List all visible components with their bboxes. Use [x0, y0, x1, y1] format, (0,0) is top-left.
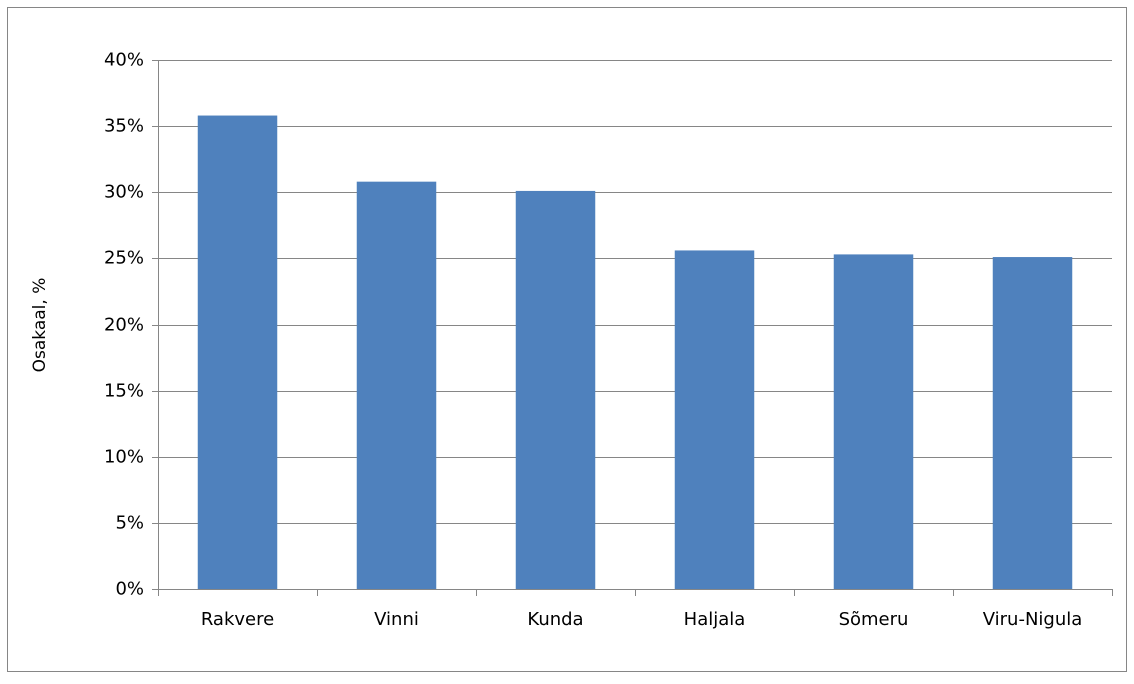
x-tick-label: Kunda: [527, 609, 583, 630]
x-tick-label: Haljala: [684, 609, 746, 630]
x-tick-label: Viru-Nigula: [983, 609, 1083, 630]
y-tick-label: 25%: [104, 248, 144, 269]
y-tick-label: 10%: [104, 447, 144, 468]
x-tick-label: Rakvere: [201, 609, 274, 630]
y-tick-label: 5%: [115, 513, 144, 534]
y-tick-label: 30%: [104, 182, 144, 203]
bar: [515, 190, 596, 590]
bar: [992, 257, 1073, 589]
bar: [833, 254, 914, 589]
y-tick-label: 15%: [104, 381, 144, 402]
x-tick-label: Vinni: [374, 609, 419, 630]
bar: [356, 181, 437, 590]
y-tick-label: 20%: [104, 315, 144, 336]
bar: [197, 115, 278, 590]
y-tick-label: 0%: [115, 579, 144, 600]
y-axis-label: Osakaal, %: [30, 278, 50, 373]
x-tick-label: Sõmeru: [839, 609, 909, 630]
y-tick-label: 35%: [104, 116, 144, 137]
y-tick-label: 40%: [104, 50, 144, 71]
bar: [674, 250, 755, 589]
